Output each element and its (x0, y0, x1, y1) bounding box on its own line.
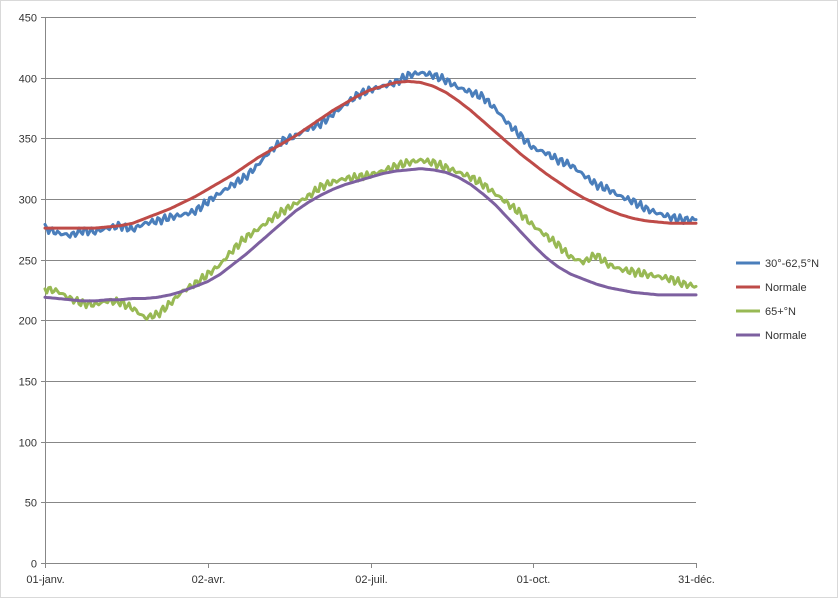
series-line-2 (43, 157, 698, 321)
legend-label: Normale (765, 330, 807, 342)
y-tick-label: 300 (19, 195, 37, 207)
y-tick-label: 250 (19, 256, 37, 268)
y-tick-label: 0 (31, 559, 37, 571)
series-line-0 (43, 70, 698, 239)
x-tick-label: 02-avr. (192, 574, 226, 586)
axes: 0 50 100 150 200 250 300 350 400 450 01-janv. 02-av… (19, 13, 715, 587)
legend-label: Normale (765, 282, 807, 294)
y-tick-label: 200 (19, 316, 37, 328)
x-tick-label: 01-oct. (517, 574, 551, 586)
x-tick-label: 31-déc. (678, 574, 715, 586)
y-tick-label: 450 (19, 13, 37, 25)
series-lines (43, 70, 698, 321)
y-tick-label: 350 (19, 134, 37, 146)
legend-label: 30°-62,5°N (765, 258, 819, 270)
x-tick-label: 01-janv. (26, 574, 64, 586)
legend: 30°-62,5°N Normale 65+°N Normale (736, 258, 819, 342)
gridlines (45, 17, 696, 564)
x-tick-label: 02-juil. (355, 574, 387, 586)
y-tick-label: 150 (19, 377, 37, 389)
y-tick-label: 100 (19, 438, 37, 450)
legend-label: 65+°N (765, 306, 796, 318)
y-tick-label: 400 (19, 74, 37, 86)
series-line-1 (43, 79, 698, 230)
y-tick-label: 50 (25, 498, 37, 510)
series-line-3 (43, 167, 698, 303)
